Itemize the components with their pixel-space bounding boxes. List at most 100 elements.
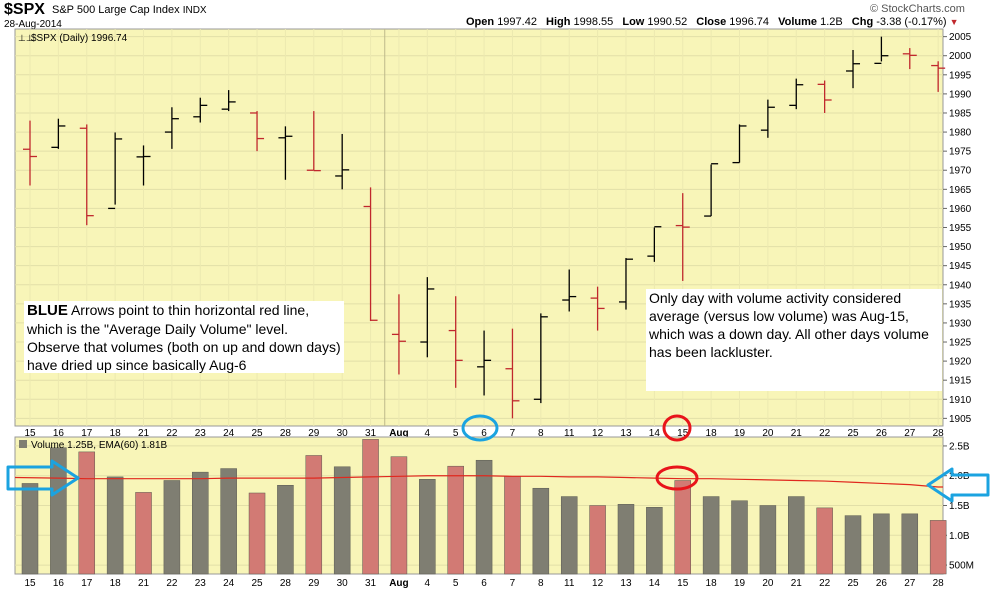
price-y-tick-label: 1945 bbox=[949, 261, 972, 272]
volume-bar bbox=[163, 480, 181, 575]
volume-bar bbox=[50, 447, 67, 575]
ohlc-bar bbox=[477, 330, 492, 396]
ohlc-bar bbox=[675, 193, 690, 281]
price-x-tick-label: 31 bbox=[365, 428, 377, 439]
price-x-tick-label: 30 bbox=[337, 428, 349, 439]
legend-swatch-icon: ⊥⊥ bbox=[18, 33, 34, 43]
ohlc-bar bbox=[874, 36, 889, 65]
price-x-tick-label: 27 bbox=[904, 428, 916, 439]
volume-x-tick-label: 13 bbox=[620, 578, 632, 589]
price-y-tick-label: 1905 bbox=[949, 414, 972, 425]
volume-x-tick-label: 29 bbox=[308, 578, 320, 589]
volume-bar bbox=[277, 484, 294, 575]
price-x-tick-label: 4 bbox=[425, 428, 431, 439]
index-name: S&P 500 Large Cap Index INDX bbox=[52, 4, 207, 16]
volume-x-tick-label: 27 bbox=[904, 578, 916, 589]
price-x-tick-label: 19 bbox=[734, 428, 746, 439]
price-y-axis: 1905 1910 1915 1920 1925 1930 1935 1940 1945 1950… bbox=[943, 32, 972, 425]
volume-bar bbox=[248, 492, 266, 575]
price-x-tick-label: 8 bbox=[538, 428, 544, 439]
right-annotation-note: Only day with volume activity considered… bbox=[646, 289, 942, 391]
price-x-tick-label: 7 bbox=[510, 428, 516, 439]
aug-15-volume-red-circle bbox=[655, 465, 699, 491]
price-panel-label: $SPX (Daily) 1996.74 bbox=[31, 33, 128, 44]
volume-bar bbox=[929, 520, 947, 575]
price-x-tick-label: 26 bbox=[876, 428, 888, 439]
ohlc-bar bbox=[902, 48, 917, 70]
price-y-tick-label: 1920 bbox=[949, 357, 972, 368]
watermark: © StockCharts.com bbox=[870, 3, 965, 15]
price-x-tick-label: 28 bbox=[280, 428, 292, 439]
volume-x-tick-label: 28 bbox=[933, 578, 945, 589]
price-y-tick-label: 2005 bbox=[949, 32, 972, 43]
volume-bar bbox=[362, 439, 379, 575]
volume-x-tick-label: 26 bbox=[876, 578, 888, 589]
ohlc-bar bbox=[533, 313, 548, 404]
volume-x-tick-label: 31 bbox=[365, 578, 377, 589]
quote-chg-value: -3.38 (-0.17%) bbox=[876, 16, 947, 28]
volume-bar bbox=[333, 466, 351, 575]
volume-bar bbox=[192, 471, 209, 575]
left-annotation-note: BLUE Arrows point to thin horizontal red… bbox=[24, 301, 344, 373]
price-y-tick-label: 1955 bbox=[949, 223, 972, 234]
volume-x-tick-label: 14 bbox=[649, 578, 661, 589]
volume-x-tick-label: 20 bbox=[762, 578, 774, 589]
volume-x-tick-label: 15 bbox=[24, 578, 36, 589]
down-triangle-icon: ▼ bbox=[949, 17, 959, 27]
quote-high-value: 1998.55 bbox=[573, 16, 614, 28]
volume-bar bbox=[788, 496, 805, 575]
ohlc-bar bbox=[278, 126, 293, 180]
volume-y-tick-label: 2.0B bbox=[949, 471, 970, 482]
price-x-tick-label: 29 bbox=[308, 428, 320, 439]
ohlc-bar bbox=[760, 99, 775, 138]
volume-y-tick-label: 1.5B bbox=[949, 501, 970, 512]
volume-bar bbox=[731, 500, 748, 575]
price-x-tick-label: Aug bbox=[389, 428, 408, 439]
ohlc-bar bbox=[789, 78, 804, 110]
ohlc-bar bbox=[108, 132, 123, 210]
price-y-tick-label: 1950 bbox=[949, 242, 972, 253]
ohlc-bar bbox=[420, 277, 435, 358]
ohlc-bar bbox=[363, 187, 378, 322]
price-y-tick-label: 1995 bbox=[949, 70, 972, 81]
price-y-tick-label: 1990 bbox=[949, 89, 972, 100]
price-x-tick-label: 17 bbox=[81, 428, 93, 439]
volume-y-axis: 2.5B 2.0B 1.5B 1.0B 500M bbox=[943, 441, 974, 572]
volume-x-tick-label: 22 bbox=[819, 578, 831, 589]
ohlc-bar bbox=[732, 124, 747, 164]
volume-x-tick-label: 28 bbox=[280, 578, 292, 589]
ohlc-bar bbox=[562, 269, 577, 312]
volume-bar bbox=[135, 492, 152, 575]
price-x-tick-label: 14 bbox=[649, 428, 661, 439]
volume-x-tick-label: 25 bbox=[847, 578, 859, 589]
price-x-tick-label: 20 bbox=[762, 428, 774, 439]
aug-15-red-circle bbox=[662, 414, 692, 442]
volume-bar bbox=[475, 459, 493, 575]
price-x-tick-label: 5 bbox=[453, 428, 459, 439]
volume-x-tick-label: 18 bbox=[110, 578, 122, 589]
ohlc-bar bbox=[51, 118, 66, 149]
price-y-tick-label: 1975 bbox=[949, 147, 972, 158]
volume-bar bbox=[78, 451, 96, 575]
volume-bar bbox=[702, 496, 720, 575]
price-x-tick-label: 25 bbox=[847, 428, 859, 439]
left-annotation-text: Arrows point to thin horizontal red line… bbox=[27, 302, 341, 373]
volume-bar bbox=[646, 507, 663, 575]
volume-bar bbox=[390, 456, 408, 575]
volume-bar bbox=[674, 480, 691, 575]
volume-panel-label: Volume 1.25B, EMA(60) 1.81B bbox=[31, 440, 168, 451]
price-x-tick-label: 28 bbox=[933, 428, 945, 439]
volume-x-tick-label: 15 bbox=[677, 578, 689, 589]
volume-x-tick-label: 23 bbox=[195, 578, 207, 589]
price-y-tick-label: 1910 bbox=[949, 395, 972, 406]
quote-low-value: 1990.52 bbox=[647, 16, 688, 28]
volume-x-tick-label: 4 bbox=[425, 578, 431, 589]
price-x-tick-label: 23 bbox=[195, 428, 207, 439]
quote-close-value: 1996.74 bbox=[729, 16, 770, 28]
price-x-tick-label: 24 bbox=[223, 428, 235, 439]
price-y-tick-label: 2000 bbox=[949, 51, 972, 62]
price-x-tick-label: 13 bbox=[620, 428, 632, 439]
right-annotation-text: Only day with volume activity considered… bbox=[649, 290, 929, 360]
volume-x-tick-label: 24 bbox=[223, 578, 235, 589]
volume-bar bbox=[873, 513, 890, 575]
